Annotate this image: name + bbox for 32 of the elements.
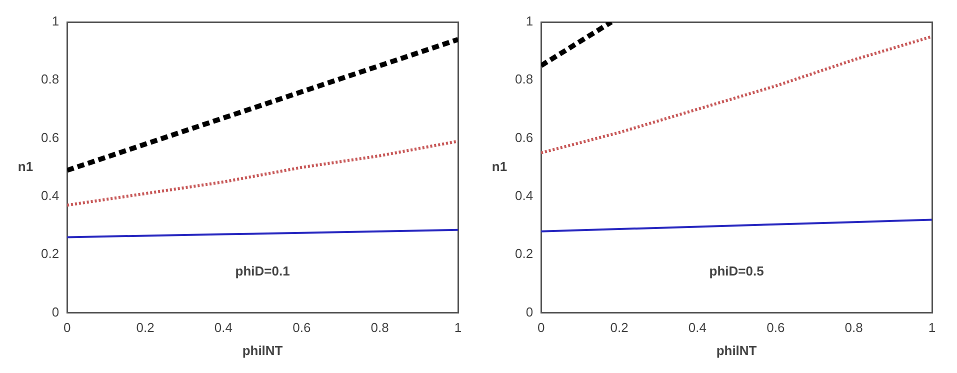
y-tick-label: 0.2 xyxy=(40,246,60,262)
y-tick-label: 1 xyxy=(52,14,60,29)
x-tick-label: 0.2 xyxy=(136,320,154,336)
x-tick-label: 0.8 xyxy=(370,320,389,336)
x-tick-label: 0 xyxy=(63,320,71,336)
y-tick-label: 0.6 xyxy=(514,130,534,145)
x-tick-label: 0.4 xyxy=(688,320,706,336)
x-tick-label: 1 xyxy=(928,320,936,336)
x-tick-label: 0 xyxy=(537,320,545,336)
y-tick-label: 0.8 xyxy=(514,72,534,87)
annotation: phiD=0.1 xyxy=(235,264,290,279)
line-series xyxy=(67,140,458,207)
y-tick-label: 0.4 xyxy=(514,188,534,204)
y-axis-title: n1 xyxy=(18,158,34,174)
y-tick-label: 0 xyxy=(526,304,534,320)
y-tick-label: 0.2 xyxy=(514,246,534,262)
x-tick-label: 1 xyxy=(454,320,462,336)
y-tick-label: 1 xyxy=(526,14,534,29)
y-tick-label: 0 xyxy=(52,304,60,320)
y-tick-label: 0.4 xyxy=(40,188,60,204)
y-axis-title: n1 xyxy=(492,158,508,174)
annotation: phiD=0.5 xyxy=(709,264,764,279)
x-tick-label: 0.8 xyxy=(844,320,863,336)
x-tick-label: 0.6 xyxy=(766,320,785,336)
y-tick-label: 0.6 xyxy=(40,130,60,145)
y-tick-label: 0.8 xyxy=(40,72,60,87)
x-axis-title: philNT xyxy=(716,342,757,358)
x-tick-label: 0.2 xyxy=(610,320,628,336)
x-axis-title: philNT xyxy=(242,342,283,358)
x-tick-label: 0.4 xyxy=(214,320,232,336)
line-series xyxy=(541,35,932,154)
x-tick-label: 0.6 xyxy=(292,320,311,336)
